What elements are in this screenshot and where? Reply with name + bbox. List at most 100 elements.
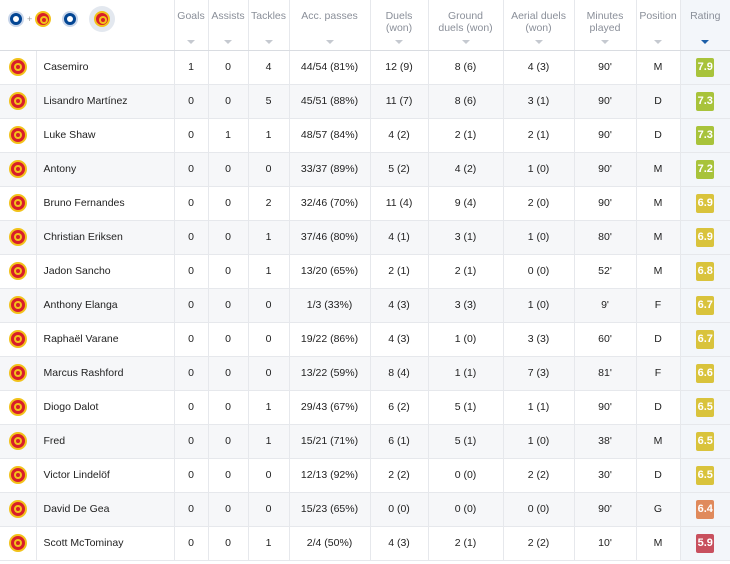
player-name[interactable]: Victor Lindelöf <box>35 458 175 493</box>
chelsea-crest-icon[interactable] <box>62 11 79 27</box>
table-row[interactable]: Lisandro Martínez 0 0 5 45/51 (88%) 11 (7) 8 (… <box>0 84 730 119</box>
man-united-crest-icon <box>8 262 27 280</box>
table-row[interactable]: Casemiro 1 0 4 44/54 (81%) 12 (9) 8 (6) 4 (3) 90… <box>0 50 730 85</box>
man-united-crest-icon[interactable] <box>35 11 52 27</box>
stat-duels: 11 (7) <box>369 84 429 119</box>
rating-badge: 6.9 <box>696 193 715 213</box>
stat-tackles: 1 <box>247 118 290 153</box>
col-header-ground-duels[interactable]: Ground duels (won) <box>427 0 504 51</box>
team-selected-toggle[interactable] <box>89 6 116 32</box>
rating-badge: 6.9 <box>696 227 715 247</box>
stat-assists: 0 <box>207 50 249 85</box>
rating-badge: 7.2 <box>696 159 715 179</box>
player-name[interactable]: Anthony Elanga <box>35 288 175 323</box>
rating-badge: 6.5 <box>696 397 715 417</box>
sort-arrow-icon <box>187 39 196 44</box>
table-row[interactable]: David De Gea 0 0 0 15/23 (65%) 0 (0) 0 (0) 0 (0… <box>0 492 730 527</box>
player-name[interactable]: Luke Shaw <box>35 118 175 153</box>
col-label: Acc. passes <box>301 10 358 22</box>
stat-minutes: 10' <box>573 526 637 561</box>
table-body: Casemiro 1 0 4 44/54 (81%) 12 (9) 8 (6) 4 (3) 90… <box>0 50 730 561</box>
stat-goals: 0 <box>173 186 209 221</box>
table-row[interactable]: Scott McTominay 0 0 1 2/4 (50%) 4 (3) 2 (1) 2 (… <box>0 526 730 561</box>
rating-cell: 6.9 <box>679 220 730 255</box>
table-row[interactable]: Anthony Elanga 0 0 0 1/3 (33%) 4 (3) 3 (3) 1 (0… <box>0 288 730 323</box>
col-label: Tackles <box>251 10 287 22</box>
man-united-crest-icon <box>8 160 27 178</box>
col-header-assists[interactable]: Assists <box>207 0 249 51</box>
stat-goals: 0 <box>173 152 209 187</box>
col-header-aerial-duels[interactable]: Aerial duels (won) <box>502 0 575 51</box>
stat-tackles: 0 <box>247 458 290 493</box>
table-row[interactable]: Marcus Rashford 0 0 0 13/22 (59%) 8 (4) 1 (1) 7… <box>0 356 730 391</box>
stat-tackles: 1 <box>247 254 290 289</box>
col-header-rating[interactable]: Rating <box>679 0 730 51</box>
col-header-goals[interactable]: Goals <box>173 0 209 51</box>
team-crest-cell <box>0 50 36 85</box>
player-name[interactable]: Christian Eriksen <box>35 220 175 255</box>
col-header-duels[interactable]: Duels (won) <box>369 0 429 51</box>
player-name[interactable]: Antony <box>35 152 175 187</box>
rating-cell: 6.6 <box>679 356 730 391</box>
stat-minutes: 9' <box>573 288 637 323</box>
rating-cell: 6.8 <box>679 254 730 289</box>
table-row[interactable]: Diogo Dalot 0 0 1 29/43 (67%) 6 (2) 5 (1) 1 (1)… <box>0 390 730 425</box>
player-name[interactable]: Marcus Rashford <box>35 356 175 391</box>
stat-position: M <box>635 152 681 187</box>
team-crest-cell <box>0 288 36 323</box>
col-header-position[interactable]: Position <box>635 0 681 51</box>
stat-ground: 1 (0) <box>427 322 504 357</box>
stat-passes: 44/54 (81%) <box>288 50 371 85</box>
table-row[interactable]: Raphaël Varane 0 0 0 19/22 (86%) 4 (3) 1 (0) 3 … <box>0 322 730 357</box>
stat-duels: 2 (2) <box>369 458 429 493</box>
player-name[interactable]: Bruno Fernandes <box>35 186 175 221</box>
man-united-crest-icon <box>8 432 27 450</box>
stat-ground: 2 (1) <box>427 118 504 153</box>
stat-aerial: 0 (0) <box>502 492 575 527</box>
rating-badge: 7.3 <box>696 91 715 111</box>
stat-duels: 2 (1) <box>369 254 429 289</box>
col-label: Goals <box>177 10 205 22</box>
col-label: Minutes played <box>586 10 624 34</box>
col-header-tackles[interactable]: Tackles <box>247 0 290 51</box>
table-row[interactable]: Fred 0 0 1 15/21 (71%) 6 (1) 5 (1) 1 (0) 38' M 6.5 <box>0 424 730 459</box>
table-row[interactable]: Victor Lindelöf 0 0 0 12/13 (92%) 2 (2) 0 (0) 2… <box>0 458 730 493</box>
player-name[interactable]: Raphaël Varane <box>35 322 175 357</box>
rating-badge: 6.5 <box>696 431 715 451</box>
stat-tackles: 0 <box>247 152 290 187</box>
col-label: Assists <box>211 10 245 22</box>
table-row[interactable]: Christian Eriksen 0 0 1 37/46 (80%) 4 (1) 3 (1… <box>0 220 730 255</box>
rating-badge: 7.3 <box>696 125 715 145</box>
stat-ground: 8 (6) <box>427 50 504 85</box>
stat-duels: 6 (1) <box>369 424 429 459</box>
table-row[interactable]: Jadon Sancho 0 0 1 13/20 (65%) 2 (1) 2 (1) 0 (0… <box>0 254 730 289</box>
stat-passes: 45/51 (88%) <box>288 84 371 119</box>
stat-minutes: 90' <box>573 186 637 221</box>
stat-passes: 33/37 (89%) <box>288 152 371 187</box>
stat-position: M <box>635 254 681 289</box>
stat-aerial: 0 (0) <box>502 254 575 289</box>
col-header-minutes[interactable]: Minutes played <box>573 0 637 51</box>
chelsea-crest-icon[interactable] <box>8 11 24 27</box>
player-name[interactable]: Fred <box>35 424 175 459</box>
player-name[interactable]: Scott McTominay <box>35 526 175 561</box>
stat-passes: 2/4 (50%) <box>288 526 371 561</box>
col-header-passes[interactable]: Acc. passes <box>288 0 371 51</box>
stat-goals: 0 <box>173 118 209 153</box>
player-name[interactable]: Lisandro Martínez <box>35 84 175 119</box>
man-united-crest-icon <box>8 398 27 416</box>
player-name[interactable]: Casemiro <box>35 50 175 85</box>
stat-passes: 19/22 (86%) <box>288 322 371 357</box>
stat-assists: 0 <box>207 84 249 119</box>
table-row[interactable]: Luke Shaw 0 1 1 48/57 (84%) 4 (2) 2 (1) 2 (1) 90… <box>0 118 730 153</box>
col-label: Ground duels (won) <box>438 10 493 34</box>
player-name[interactable]: Diogo Dalot <box>35 390 175 425</box>
table-row[interactable]: Antony 0 0 0 33/37 (89%) 5 (2) 4 (2) 1 (0) 90' M 7… <box>0 152 730 187</box>
table-row[interactable]: Bruno Fernandes 0 0 2 32/46 (70%) 11 (4) 9 (4)… <box>0 186 730 221</box>
player-name[interactable]: Jadon Sancho <box>35 254 175 289</box>
stat-assists: 0 <box>207 254 249 289</box>
rating-cell: 7.3 <box>679 84 730 119</box>
stat-position: D <box>635 84 681 119</box>
stat-passes: 13/20 (65%) <box>288 254 371 289</box>
player-name[interactable]: David De Gea <box>35 492 175 527</box>
